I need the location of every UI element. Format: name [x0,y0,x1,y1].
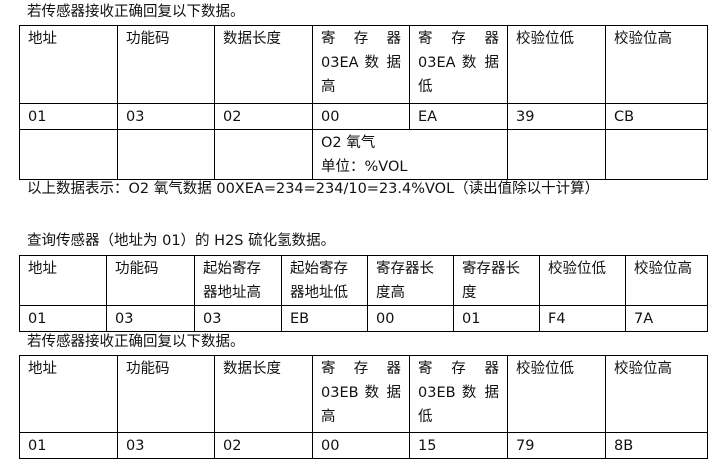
intro-text-1: 若传感器接收正确回复以下数据。 [27,4,245,20]
cell: 00 [312,432,410,459]
header-cell: 寄 存 器 03EB 数 据 低 [409,355,508,433]
table-row: 01 03 03 EB 00 01 F4 7A [19,305,708,332]
cell: 02 [214,103,313,130]
cell: 01 [19,103,118,130]
header-cell: 起始寄存器地址低 [281,255,368,306]
header-cell: 功能码 [106,255,195,306]
table-header-row: 地址 功能码 起始寄存器地址高 起始寄存器地址低 寄存器长度高 寄存器长度 校验… [19,255,708,306]
note-gas: O2 氧气 [321,135,376,151]
cell: 01 [19,432,118,459]
header-cell: 寄 存 器 03EB 数 据 高 [312,355,410,433]
cell: 39 [507,103,606,130]
header-cell: 寄 存 器 03EA 数 据 低 [409,25,508,104]
cell: 01 [19,305,107,332]
note-cell: O2 氧气单位：%VOL [312,129,508,180]
header-cell: 校验位低 [539,255,626,306]
table-row: 01 03 02 00 15 79 8B [19,432,708,459]
cell: 01 [453,305,540,332]
table-row: 01 03 02 00 EA 39 CB [19,103,708,130]
note-unit: 单位：%VOL [321,159,408,175]
table-note-row: O2 氧气单位：%VOL [19,129,708,180]
header-cell: 数据长度 [214,25,313,104]
cell: 03 [106,305,195,332]
header-cell: 功能码 [117,355,215,433]
header-cell: 校验位高 [605,25,708,104]
query-table-h2s: 地址 功能码 起始寄存器地址高 起始寄存器地址低 寄存器长度高 寄存器长度 校验… [19,255,708,332]
response-table-o2: 地址 功能码 数据长度 寄 存 器 03EA 数 据 高 寄 存 器 03EA … [19,25,708,180]
cell: 03 [194,305,282,332]
header-cell: 寄存器长度高 [367,255,454,306]
intro-text-2: 查询传感器（地址为 01）的 H2S 硫化氢数据。 [27,233,336,249]
header-cell: 校验位低 [507,25,606,104]
cell: 15 [409,432,508,459]
cell: 7A [625,305,708,332]
header-cell: 地址 [19,25,118,104]
cell: EA [409,103,508,130]
cell: 03 [117,103,215,130]
header-cell: 校验位高 [605,355,708,433]
cell: 79 [507,432,606,459]
header-cell: 寄 存 器 03EA 数 据 高 [312,25,410,104]
cell: F4 [539,305,626,332]
header-cell: 地址 [19,355,118,433]
cell: 03 [117,432,215,459]
intro-text-3: 若传感器接收正确回复以下数据。 [27,334,245,350]
response-table-h2s: 地址 功能码 数据长度 寄 存 器 03EB 数 据 高 寄 存 器 03EB … [19,355,708,459]
table-header-row: 地址 功能码 数据长度 寄 存 器 03EA 数 据 高 寄 存 器 03EA … [19,25,708,104]
cell: CB [605,103,708,130]
table-header-row: 地址 功能码 数据长度 寄 存 器 03EB 数 据 高 寄 存 器 03EB … [19,355,708,433]
header-cell: 寄存器长度 [453,255,540,306]
header-cell: 起始寄存器地址高 [194,255,282,306]
cell: 8B [605,432,708,459]
cell: 00 [367,305,454,332]
cell: EB [281,305,368,332]
header-cell: 功能码 [117,25,215,104]
cell: 00 [312,103,410,130]
header-cell: 数据长度 [214,355,313,433]
summary-text: 以上数据表示：O2 氧气数据 00XEA=234=234/10=23.4%VOL… [27,181,600,197]
header-cell: 地址 [19,255,107,306]
header-cell: 校验位高 [625,255,708,306]
cell: 02 [214,432,313,459]
header-cell: 校验位低 [507,355,606,433]
